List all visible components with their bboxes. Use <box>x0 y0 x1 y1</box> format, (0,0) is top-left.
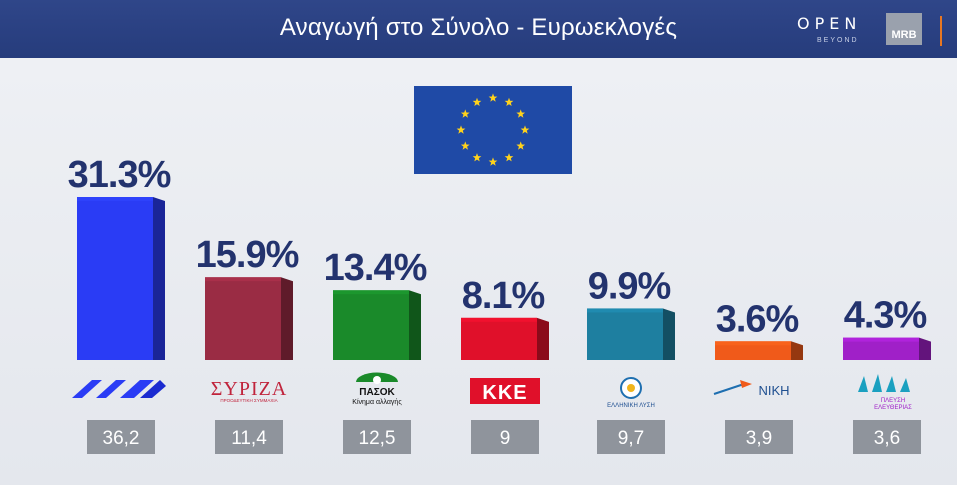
bar <box>587 308 663 360</box>
bar <box>461 317 537 360</box>
niki-logo: ΝΙΚΗ <box>713 380 790 398</box>
eu-flag-icon <box>414 86 572 174</box>
flag-star <box>488 93 498 102</box>
comparison-value: 3,9 <box>746 428 772 449</box>
bar-value-label: 4.3% <box>844 295 927 337</box>
svg-text:ΕΛΛΗΝΙΚΗ ΛΥΣΗ: ΕΛΛΗΝΙΚΗ ΛΥΣΗ <box>607 403 655 409</box>
mrb-logo: MRB <box>886 13 922 45</box>
bar-highlight <box>587 308 663 313</box>
svg-text:ΚΚΕ: ΚΚΕ <box>482 382 527 404</box>
svg-text:ΣΥΡΙΖΑ: ΣΥΡΙΖΑ <box>211 378 288 400</box>
svg-text:ΕΛΕΥΘΕΡΙΑΣ: ΕΛΕΥΘΕΡΙΑΣ <box>874 405 912 411</box>
plefsi-logo: ΠΛΕΥΣΗ ΕΛΕΥΘΕΡΙΑΣ <box>858 374 912 411</box>
bar-highlight <box>333 290 409 295</box>
bar-highlight <box>715 341 791 346</box>
svg-text:ΠΑΣΟΚ: ΠΑΣΟΚ <box>359 387 395 398</box>
comparison-value: 3,6 <box>874 428 900 449</box>
flag-star <box>460 141 470 150</box>
flag-star <box>520 125 530 134</box>
comparison-box <box>853 420 921 454</box>
flag-star <box>460 109 470 118</box>
flag-star <box>456 125 466 134</box>
comparison-value: 9 <box>500 428 511 449</box>
bar-group: 9.9% 9,7 <box>587 265 675 454</box>
elliniki-lysi-logo: ΕΛΛΗΝΙΚΗ ΛΥΣΗ <box>607 377 655 409</box>
kke-logo: ΚΚΕ <box>470 378 540 404</box>
bar-side <box>409 290 421 360</box>
bar-value-label: 31.3% <box>68 154 171 196</box>
nd-logo <box>72 380 166 398</box>
party-logos: ΣΥΡΙΖΑ ΠΡΟΟΔΕΥΤΙΚΗ ΣΥΜΜΑΧΙΑ ΠΑΣΟΚ Κίνημα… <box>72 372 912 411</box>
comparison-box <box>725 420 793 454</box>
comparison-box <box>215 420 283 454</box>
comparison-box <box>87 420 155 454</box>
bar-side <box>281 277 293 360</box>
bar-value-label: 13.4% <box>324 247 427 289</box>
bar-group: 3.6% 3,9 <box>715 298 803 454</box>
open-logo: OPEN <box>797 14 862 33</box>
page-title: Αναγωγή στο Σύνολο - Ευρωεκλογές <box>279 14 678 41</box>
bar-group: 8.1% 9 <box>461 275 549 454</box>
bar <box>333 290 409 360</box>
bar-group: 13.4% 12,5 <box>324 247 428 454</box>
syriza-logo: ΣΥΡΙΖΑ ΠΡΟΟΔΕΥΤΙΚΗ ΣΥΜΜΑΧΙΑ <box>211 378 288 403</box>
svg-text:Κίνημα αλλαγής: Κίνημα αλλαγής <box>352 398 402 406</box>
bar-side <box>663 308 675 360</box>
bar-value-label: 3.6% <box>716 298 799 340</box>
bar-value-label: 8.1% <box>462 275 545 317</box>
comparison-value: 36,2 <box>103 428 140 449</box>
flag-star <box>504 153 514 162</box>
flag-star <box>472 97 482 107</box>
bar-value-label: 15.9% <box>196 234 299 276</box>
bar-highlight <box>77 197 153 201</box>
bar <box>77 197 153 360</box>
flag-star <box>472 153 482 162</box>
bar-group: 15.9% 11,4 <box>196 234 300 454</box>
comparison-box <box>343 420 411 454</box>
bar-side <box>791 341 803 360</box>
logo-divider <box>940 16 942 46</box>
bar-side <box>153 197 165 360</box>
bar <box>205 277 281 360</box>
flag-star <box>516 141 526 150</box>
svg-text:ΝΙΚΗ: ΝΙΚΗ <box>758 383 789 398</box>
pasok-logo: ΠΑΣΟΚ Κίνημα αλλαγής <box>352 372 402 406</box>
svg-text:ΠΛΕΥΣΗ: ΠΛΕΥΣΗ <box>881 398 905 404</box>
flag-star <box>488 157 498 166</box>
bar-highlight <box>843 337 919 342</box>
flag-star <box>516 109 526 118</box>
bar <box>715 341 791 360</box>
bar-value-label: 9.9% <box>588 265 671 307</box>
comparison-box <box>471 420 539 454</box>
comparison-box <box>597 420 665 454</box>
bar-group: 31.3% 36,2 <box>68 154 172 454</box>
svg-text:ΠΡΟΟΔΕΥΤΙΚΗ ΣΥΜΜΑΧΙΑ: ΠΡΟΟΔΕΥΤΙΚΗ ΣΥΜΜΑΧΙΑ <box>220 398 277 403</box>
open-tagline: BEYOND <box>817 37 859 44</box>
comparison-value: 9,7 <box>618 428 644 449</box>
bar <box>843 337 919 360</box>
bar-highlight <box>205 277 281 282</box>
bar-side <box>919 337 931 360</box>
comparison-value: 11,4 <box>231 428 267 449</box>
bar-side <box>537 317 549 360</box>
comparison-value: 12,5 <box>359 428 396 449</box>
flag-star <box>504 97 514 107</box>
bar-highlight <box>461 317 537 322</box>
header-bar: Αναγωγή στο Σύνολο - Ευρωεκλογές OPEN BE… <box>0 0 957 58</box>
bar-group: 4.3% 3,6 <box>843 295 931 454</box>
